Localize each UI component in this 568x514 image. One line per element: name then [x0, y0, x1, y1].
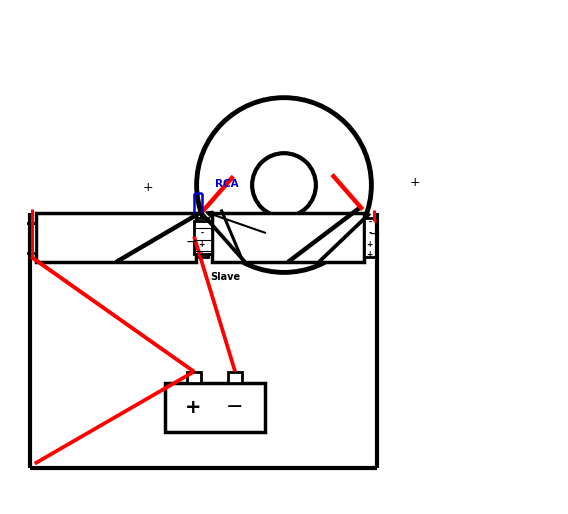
Text: -: - — [368, 229, 371, 238]
Text: -: - — [200, 218, 203, 227]
Bar — [24, 223, 36, 253]
Text: +: + — [199, 250, 205, 260]
Bar — [187, 372, 201, 383]
Bar — [364, 218, 376, 257]
Text: RCA: RCA — [215, 179, 238, 189]
Text: +: + — [143, 181, 153, 194]
Text: −: − — [368, 227, 380, 241]
Text: -: - — [200, 229, 203, 238]
Bar — [36, 213, 195, 262]
Text: +: + — [410, 176, 420, 189]
Text: +: + — [199, 240, 205, 249]
Text: +: + — [367, 250, 373, 260]
Text: +: + — [185, 398, 201, 417]
Text: Slave: Slave — [211, 272, 241, 282]
Bar — [165, 383, 265, 432]
Bar — [212, 213, 364, 262]
Text: +: + — [367, 240, 373, 249]
Bar — [228, 372, 243, 383]
Text: −: − — [186, 234, 197, 249]
Text: -: - — [368, 218, 371, 227]
Text: −: − — [226, 397, 244, 417]
Bar — [194, 221, 212, 254]
Bar — [195, 218, 208, 257]
